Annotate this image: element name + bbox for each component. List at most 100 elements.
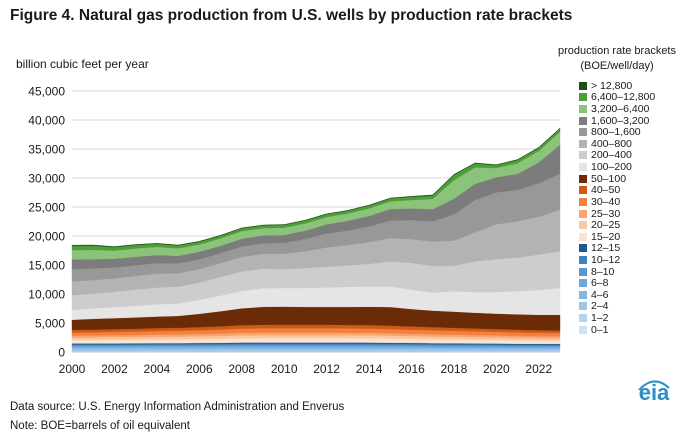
legend-item: 4–6	[579, 289, 655, 301]
legend-item: 800–1,600	[579, 126, 655, 138]
data-source-note: Data source: U.S. Energy Information Adm…	[10, 401, 345, 413]
legend-item: 40–50	[579, 184, 655, 196]
y-tick-label: 10,000	[28, 288, 65, 302]
legend-swatch	[579, 313, 587, 322]
legend-swatch	[579, 197, 587, 206]
y-tick-label: 30,000	[28, 172, 65, 186]
series-areas	[71, 127, 561, 353]
legend-label: 15–20	[591, 230, 621, 243]
x-tick-label: 2008	[228, 362, 255, 376]
legend-item: > 12,800	[579, 80, 655, 92]
legend-label: 2–4	[591, 300, 609, 313]
legend-label: 50–100	[591, 172, 627, 185]
y-tick-label: 35,000	[28, 143, 65, 157]
chart-title: Figure 4. Natural gas production from U.…	[10, 7, 573, 24]
y-tick-label: 15,000	[28, 259, 65, 273]
legend-label: 6,400–12,800	[591, 91, 656, 104]
legend-item: 400–800	[579, 138, 655, 150]
legend-label: 3,200–6,400	[591, 103, 650, 116]
x-tick-label: 2022	[525, 362, 552, 376]
legend-label: 100–200	[591, 161, 632, 174]
x-tick-label: 2016	[398, 362, 425, 376]
legend-swatch	[579, 139, 587, 148]
legend-swatch	[579, 325, 587, 334]
legend-swatch	[579, 267, 587, 276]
legend-swatch	[579, 116, 587, 125]
legend-swatch	[579, 290, 587, 299]
legend-item: 6,400–12,800	[579, 91, 656, 104]
y-tick-label: 25,000	[28, 201, 65, 215]
legend-label: 40–50	[591, 184, 621, 197]
legend-swatch	[579, 151, 587, 160]
legend-swatch	[579, 174, 587, 183]
legend-item: 50–100	[579, 173, 655, 185]
y-tick-label: 45,000	[28, 85, 65, 99]
x-tick-label: 2010	[271, 362, 298, 376]
x-tick-label: 2002	[101, 362, 128, 376]
legend-swatch	[579, 279, 587, 288]
y-axis-label: billion cubic feet per year	[16, 57, 149, 71]
x-tick-label: 2018	[441, 362, 468, 376]
legend-label: 6–8	[591, 277, 609, 290]
legend-item: 8–10	[579, 266, 655, 278]
legend-title-line-1: production rate brackets	[557, 45, 676, 57]
legend-item: 10–12	[579, 254, 655, 266]
legend-item: 2–4	[579, 300, 655, 313]
legend: > 12,800 6,400–12,800 3,200–6,400 1,600–3,2…	[579, 80, 656, 336]
legend-label: 20–25	[591, 219, 621, 232]
y-tick-label: 0	[58, 346, 65, 360]
x-tick-label: 2000	[59, 362, 86, 376]
y-tick-labels: 0 5,000 10,000 15,000 20,000 25,000 30,000 35,0…	[28, 85, 65, 360]
legend-item: 15–20	[579, 231, 655, 243]
legend-item: 200–400	[579, 149, 655, 162]
legend-label: 0–1	[591, 323, 609, 336]
legend-item: 30–40	[579, 196, 655, 208]
eia-logo-arc-icon	[638, 380, 670, 391]
legend-item: 25–30	[579, 208, 655, 220]
y-tick-label: 5,000	[35, 317, 65, 331]
legend-swatch	[579, 221, 587, 230]
legend-label: 200–400	[591, 149, 632, 162]
eia-logo: eia	[633, 378, 675, 408]
legend-label: 1–2	[591, 312, 609, 324]
x-tick-label: 2014	[356, 362, 383, 376]
legend-label: > 12,800	[591, 79, 633, 92]
legend-label: 30–40	[591, 195, 621, 208]
x-tick-label: 2012	[313, 362, 340, 376]
legend-title: production rate brackets (BOE/well/day)	[546, 44, 688, 74]
legend-label: 4–6	[591, 288, 609, 301]
x-tick-label: 2020	[483, 362, 510, 376]
legend-label: 1,600–3,200	[591, 114, 650, 127]
legend-label: 10–12	[591, 253, 621, 266]
legend-swatch	[579, 128, 587, 137]
boe-note: Note: BOE=barrels of oil equivalent	[10, 420, 190, 432]
legend-label: 400–800	[591, 137, 632, 150]
legend-item: 0–1	[579, 324, 655, 336]
legend-item: 1–2	[579, 312, 655, 324]
legend-item: 6–8	[579, 277, 655, 289]
legend-item: 1,600–3,200	[579, 115, 655, 127]
eia-logo-text: eia	[638, 380, 670, 405]
legend-item: 12–15	[579, 242, 655, 255]
legend-swatch	[579, 163, 587, 172]
legend-label: 12–15	[591, 242, 621, 255]
legend-swatch	[579, 244, 587, 253]
x-tick-label: 2004	[144, 362, 171, 376]
area-series	[71, 127, 561, 248]
legend-label: 25–30	[591, 207, 621, 220]
legend-item: 20–25	[579, 219, 655, 231]
legend-swatch	[579, 209, 587, 218]
legend-swatch	[579, 81, 587, 90]
legend-swatch	[579, 105, 587, 114]
legend-swatch	[579, 186, 587, 195]
legend-swatch	[579, 255, 587, 264]
y-tick-label: 20,000	[28, 230, 65, 244]
y-tick-label: 40,000	[28, 114, 65, 128]
legend-item: 100–200	[579, 161, 655, 173]
x-tick-label: 2006	[186, 362, 213, 376]
legend-swatch	[579, 93, 587, 102]
legend-item: 3,200–6,400	[579, 103, 655, 115]
legend-label: 800–1,600	[591, 126, 641, 139]
legend-swatch	[579, 302, 587, 311]
